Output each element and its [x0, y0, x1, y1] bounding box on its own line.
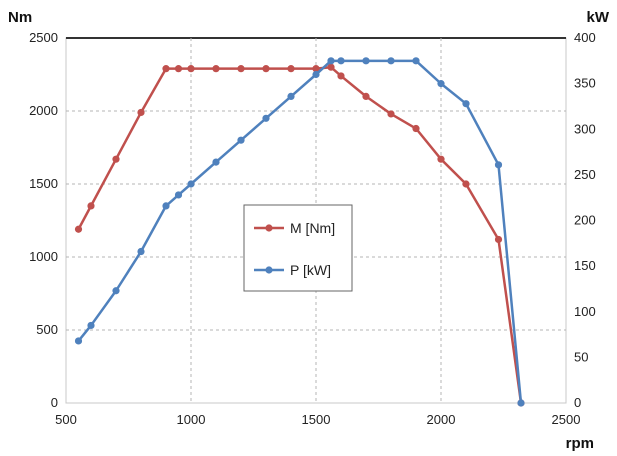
data-point [112, 287, 120, 295]
y-right-tick-label: 200 [574, 213, 596, 228]
data-point [387, 110, 395, 118]
data-point [87, 321, 95, 330]
y-right-tick-label: 50 [574, 349, 588, 364]
x-tick-label: 2500 [552, 412, 581, 427]
data-point [262, 114, 270, 122]
data-point [87, 202, 95, 210]
y-right-tick-label: 350 [574, 76, 596, 91]
data-point [287, 65, 295, 73]
data-point [312, 70, 320, 79]
data-point [337, 57, 345, 65]
data-point [112, 155, 120, 163]
data-point [412, 57, 420, 65]
legend-label: P [kW] [290, 262, 331, 278]
legend-swatch-marker [265, 266, 273, 274]
y-left-axis-label: Nm [8, 9, 32, 26]
data-point [362, 57, 370, 65]
data-point [74, 337, 83, 345]
data-point [462, 180, 470, 188]
data-point [137, 247, 145, 256]
data-point [174, 191, 183, 199]
data-point [137, 108, 145, 117]
y-right-tick-label: 400 [574, 30, 596, 45]
y-left-tick-label: 1000 [29, 249, 58, 264]
x-axis-label: rpm [566, 435, 594, 452]
x-tick-label: 500 [55, 412, 77, 427]
y-right-tick-label: 150 [574, 258, 596, 273]
data-point [237, 136, 245, 144]
data-point [212, 158, 220, 166]
legend-label: M [Nm] [290, 220, 335, 236]
data-point [162, 202, 170, 210]
data-point [337, 72, 345, 80]
y-right-tick-label: 250 [574, 167, 596, 182]
legend-swatch-marker [265, 224, 273, 232]
data-point [494, 235, 503, 244]
x-tick-label: 1500 [302, 412, 331, 427]
data-point [74, 225, 83, 233]
data-point [162, 65, 170, 73]
data-point [312, 65, 320, 73]
y-left-tick-label: 0 [51, 395, 58, 410]
y-right-tick-label: 300 [574, 121, 596, 136]
legend-box [243, 204, 353, 292]
y-left-tick-label: 500 [36, 322, 58, 337]
y-right-tick-label: 0 [574, 395, 581, 410]
x-tick-label: 1000 [177, 412, 206, 427]
data-point [237, 65, 245, 73]
data-point [462, 100, 470, 108]
data-point [287, 92, 295, 100]
axes: 0 500 1000 1500 2000 2500 0 50 100 150 200 250 300 35… [8, 9, 610, 452]
data-point [387, 57, 395, 65]
data-point [362, 92, 370, 100]
data-point [517, 399, 525, 407]
data-point [412, 124, 420, 133]
data-point [327, 63, 335, 71]
data-point [174, 65, 183, 73]
grid [65, 37, 567, 404]
x-tick-label: 2000 [427, 412, 456, 427]
data-point [327, 57, 335, 65]
y-left-tick-label: 2000 [29, 103, 58, 118]
series [74, 57, 525, 407]
y-left-tick-label: 2500 [29, 30, 58, 45]
y-right-axis-label: kW [587, 9, 610, 26]
data-point [494, 161, 503, 169]
data-point [437, 155, 445, 163]
y-right-tick-label: 100 [574, 304, 596, 319]
legend: M [Nm] P [kW] [243, 204, 353, 292]
data-point [262, 65, 270, 73]
data-point [187, 65, 195, 73]
y-left-tick-label: 1500 [29, 176, 58, 191]
data-point [437, 80, 445, 88]
data-point [187, 180, 195, 188]
data-point [212, 65, 220, 73]
